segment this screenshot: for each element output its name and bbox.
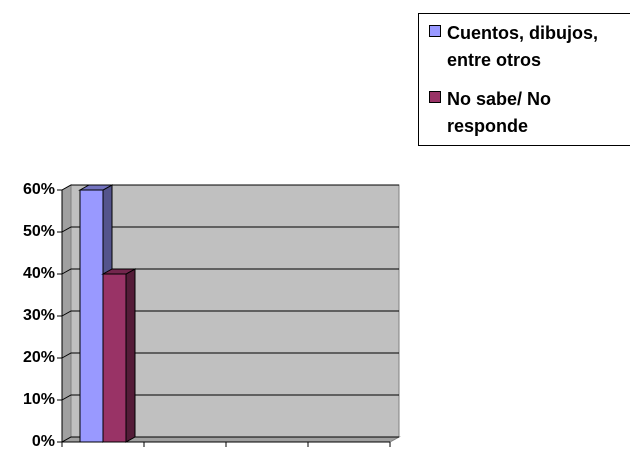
grid-line <box>61 226 399 233</box>
y-tick-label: 10% <box>23 391 55 408</box>
y-tick-label: 40% <box>23 265 55 282</box>
legend-label: Cuentos, dibujos, entre otros <box>447 23 598 70</box>
bar-side <box>125 268 136 443</box>
bar <box>79 189 104 443</box>
grid-line <box>61 184 399 191</box>
legend-label: No sabe/ No responde <box>447 89 552 136</box>
grid-line <box>61 310 399 317</box>
grid-line <box>61 268 399 275</box>
y-tick-label: 60% <box>23 181 55 198</box>
y-tick-label: 30% <box>23 307 55 324</box>
grid-line <box>61 436 399 443</box>
y-tick-label: 0% <box>32 433 55 450</box>
legend-swatch <box>429 25 441 37</box>
bar <box>102 273 127 443</box>
legend-swatch <box>429 91 441 103</box>
grid-line <box>61 394 399 401</box>
y-tick-label: 20% <box>23 349 55 366</box>
grid-line <box>61 352 399 359</box>
legend: Cuentos, dibujos, entre otros No sabe/ No… <box>418 13 630 146</box>
y-tick-label: 50% <box>23 223 55 240</box>
